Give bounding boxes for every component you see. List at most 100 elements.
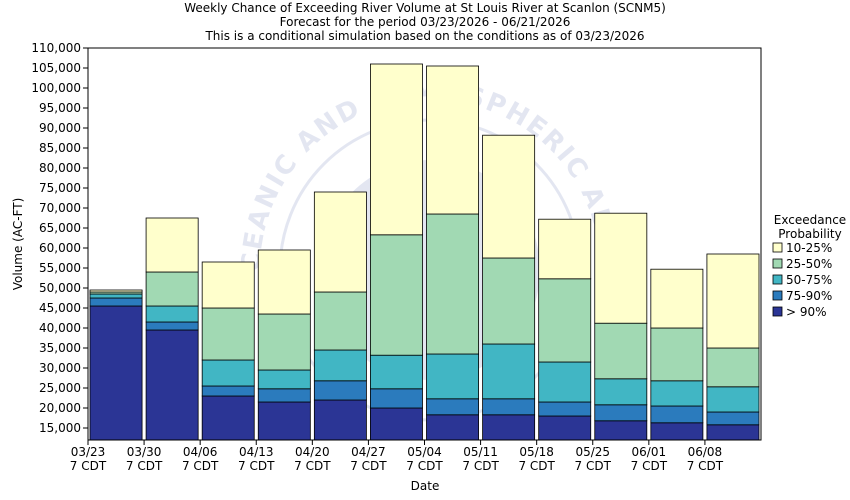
x-tick-time: 7 CDT [126,459,163,473]
x-tick-date: 03/30 [127,445,162,459]
y-tick-label: 50,000 [39,281,81,295]
bar-segment [370,354,423,390]
y-axis-label: Volume (AC-FT) [11,198,25,291]
x-tick-time: 7 CDT [631,459,668,473]
bar-segment [482,343,536,400]
x-tick-time: 7 CDT [238,459,275,473]
x-tick-date: 04/27 [351,445,386,459]
legend-entry: 75-90% [786,289,832,303]
bar-segment [313,380,367,401]
y-tick-label: 90,000 [39,121,81,135]
bar-segment [706,411,760,426]
bar-segment [594,322,648,380]
bar-segment [257,249,311,315]
bar-segment [538,218,592,280]
bar-segment [706,424,760,441]
bar-segment [482,414,536,441]
bar-segment [145,305,199,323]
y-tick-label: 20,000 [39,401,81,415]
bar-segment [89,297,143,307]
bar-segment [538,361,592,403]
bar-segment [201,261,255,309]
bar-segment [89,293,143,299]
x-tick-time: 7 CDT [687,459,724,473]
bar-segment [257,388,311,403]
bar-segment [426,65,479,215]
bar-segment [145,329,199,441]
bar-segment [538,401,592,417]
x-tick-date: 04/13 [239,445,274,459]
x-tick-date: 05/25 [575,445,610,459]
y-tick-label: 35,000 [39,341,81,355]
x-tick-time: 7 CDT [575,459,612,473]
bar-segment [257,313,311,371]
bar-segment [370,234,423,356]
bar-segment [706,347,760,388]
y-tick-label: 70,000 [39,201,81,215]
legend-swatch [772,306,783,317]
bar-segment [482,257,536,345]
legend-swatch [772,242,783,253]
x-tick-date: 04/06 [183,445,218,459]
chart-title-line: Forecast for the period 03/23/2026 - 06/… [280,15,571,29]
x-tick-time: 7 CDT [294,459,331,473]
y-tick-label: 110,000 [31,41,81,55]
x-tick-date: 03/23 [71,445,106,459]
bar-segment [426,353,479,400]
x-tick-time: 7 CDT [462,459,499,473]
y-tick-label: 75,000 [39,181,81,195]
bar-segment [594,404,648,422]
legend-entry: 50-75% [786,273,832,287]
y-tick-label: 40,000 [39,321,81,335]
y-tick-label: 105,000 [31,61,81,75]
bar-segment [257,401,311,441]
bar-segment [313,291,367,351]
bar-segment [201,395,255,441]
x-tick-time: 7 CDT [70,459,107,473]
bar-segment [201,385,255,397]
bar-segment [313,191,367,293]
chart-title-line: Weekly Chance of Exceeding River Volume … [184,1,666,15]
bar-segment [650,268,704,329]
bar-segment [650,422,704,441]
y-tick-label: 80,000 [39,161,81,175]
legend-title: Probability [778,227,841,241]
x-tick-date: 05/11 [463,445,498,459]
bar-segment [594,420,648,441]
bar-segment [538,278,592,363]
y-tick-label: 25,000 [39,381,81,395]
bar-segment [426,213,479,355]
bar-segment [594,378,648,406]
plot-area [88,48,761,440]
bar-segment [370,63,423,236]
x-tick-date: 04/20 [295,445,330,459]
bar-segment [89,289,143,293]
bar-segment [650,405,704,424]
x-tick-time: 7 CDT [518,459,555,473]
legend-swatch [772,258,783,269]
legend-swatch [772,290,783,301]
bar-segment [313,349,367,382]
bar-segment [145,271,199,307]
bar-segment [426,398,479,416]
x-tick-time: 7 CDT [350,459,387,473]
x-tick-time: 7 CDT [406,459,443,473]
y-tick-label: 100,000 [31,81,81,95]
y-tick-label: 55,000 [39,261,81,275]
bar-segment [89,305,143,441]
legend-title: Exceedance [774,213,846,227]
x-tick-date: 06/01 [632,445,667,459]
bar-segment [650,327,704,382]
bar-segment [482,134,536,259]
bar-segment [482,398,536,416]
y-tick-label: 95,000 [39,101,81,115]
bar-segment [538,415,592,441]
bar-segment [706,386,760,413]
chart-title-line: This is a conditional simulation based o… [204,29,644,43]
x-axis-label: Date [411,479,440,493]
legend-entry: 10-25% [786,241,832,255]
bar-segment [426,414,479,441]
bar-segment [201,307,255,361]
bar-segment [201,359,255,387]
